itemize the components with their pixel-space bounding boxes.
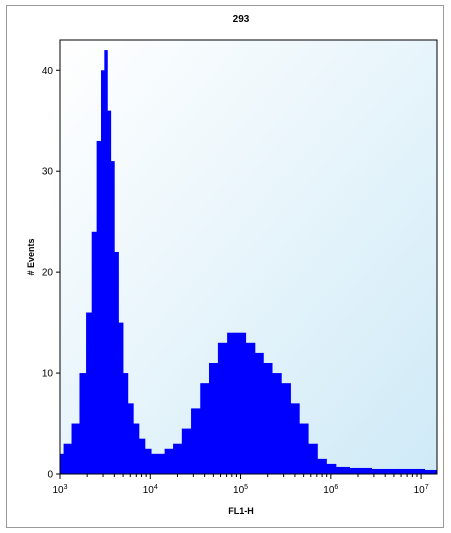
histogram-bar bbox=[200, 383, 210, 474]
histogram-bar bbox=[254, 352, 264, 474]
histogram-bar bbox=[326, 463, 337, 474]
histogram-bar bbox=[299, 423, 309, 474]
x-axis-label: FL1-H bbox=[228, 506, 254, 516]
histogram-bar bbox=[157, 453, 166, 474]
histogram-bar bbox=[79, 373, 87, 474]
histogram-bar bbox=[104, 50, 108, 475]
x-tick-label: 103 bbox=[52, 484, 67, 496]
histogram-bar bbox=[96, 140, 102, 474]
histogram-bar bbox=[209, 362, 219, 474]
y-tick-label: 40 bbox=[42, 66, 54, 77]
histogram-bar bbox=[398, 468, 426, 474]
histogram-bar bbox=[335, 466, 350, 474]
histogram-bar bbox=[217, 342, 228, 474]
plot-border bbox=[59, 39, 438, 475]
y-axis-label: # Events bbox=[26, 238, 36, 275]
x-tick-label: 107 bbox=[414, 484, 429, 496]
histogram-bar bbox=[245, 342, 256, 474]
histogram-bar bbox=[281, 383, 291, 474]
histogram-bar bbox=[236, 332, 247, 474]
histogram-bar bbox=[71, 423, 80, 474]
histogram-bar bbox=[263, 362, 273, 474]
histogram-bar bbox=[173, 443, 183, 474]
y-tick-label: 10 bbox=[42, 369, 54, 380]
x-tick-label: 105 bbox=[233, 484, 248, 496]
y-tick-label: 30 bbox=[42, 167, 54, 178]
x-tick-label: 106 bbox=[323, 484, 338, 496]
histogram-bar bbox=[181, 428, 192, 474]
histogram-bars bbox=[60, 50, 438, 475]
histogram-bar bbox=[144, 448, 152, 474]
histogram-bar bbox=[133, 423, 140, 474]
histogram-bar bbox=[290, 403, 300, 474]
chart-title: 293 bbox=[233, 14, 250, 25]
histogram-bar bbox=[118, 322, 124, 474]
histogram-chart: 293 0 10 20 30 40 103 104 105 106 107 FL1-H # Ev… bbox=[26, 14, 438, 516]
histogram-bar bbox=[101, 70, 105, 475]
histogram-bar bbox=[191, 408, 201, 474]
histogram-bar bbox=[272, 373, 282, 474]
x-axis: 103 104 105 106 107 bbox=[52, 474, 429, 496]
histogram-bar bbox=[63, 443, 72, 474]
histogram-bar bbox=[308, 443, 318, 474]
histogram-bar bbox=[110, 161, 115, 474]
histogram-bar bbox=[227, 332, 237, 474]
histogram-bar bbox=[91, 231, 98, 474]
y-axis: 0 10 20 30 40 bbox=[42, 66, 60, 481]
histogram-bar bbox=[60, 453, 64, 474]
y-tick-label: 20 bbox=[42, 268, 54, 279]
histogram-bar bbox=[138, 438, 146, 474]
y-tick-label: 0 bbox=[47, 470, 53, 481]
histogram-bar bbox=[317, 458, 327, 474]
histogram-bar bbox=[107, 110, 112, 475]
histogram-bar bbox=[123, 373, 129, 474]
histogram-bar bbox=[151, 453, 158, 474]
histogram-bar bbox=[371, 468, 400, 474]
x-tick-label: 104 bbox=[143, 484, 158, 496]
histogram-bar bbox=[349, 467, 372, 474]
histogram-bar bbox=[86, 312, 93, 474]
histogram-bar bbox=[127, 403, 134, 474]
chart-frame: 293 0 10 20 30 40 103 104 105 106 107 FL1-H # Ev… bbox=[6, 5, 444, 528]
histogram-bar bbox=[424, 469, 438, 474]
histogram-bar bbox=[114, 251, 119, 474]
histogram-bar bbox=[164, 448, 174, 474]
